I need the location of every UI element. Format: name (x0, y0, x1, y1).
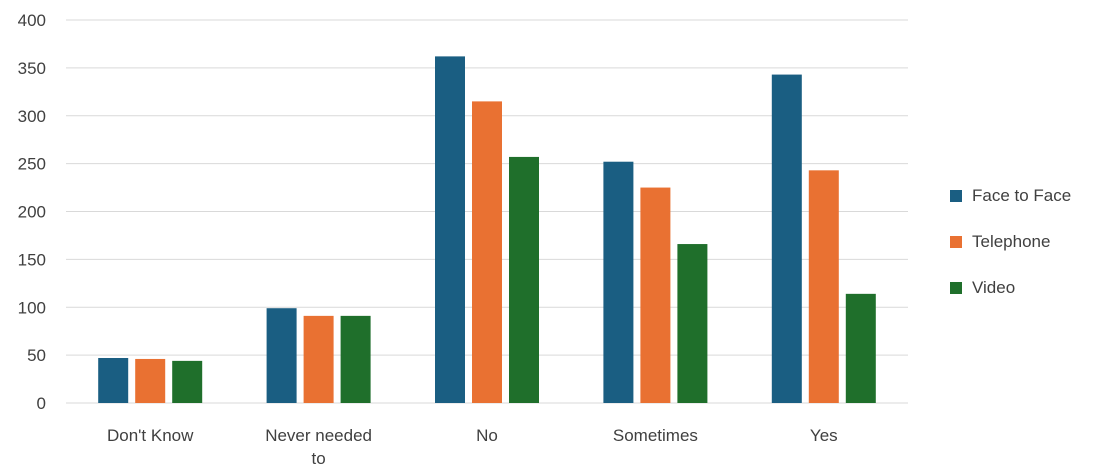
bar (340, 315, 371, 403)
legend-label: Telephone (972, 232, 1051, 251)
legend-label: Face to Face (972, 186, 1072, 205)
x-category-label: No (476, 426, 498, 445)
bar (472, 101, 502, 403)
x-axis-categories: Don't Know Never needed to No Sometimes Yes (107, 426, 838, 468)
legend-item: Face to Face (950, 184, 1071, 208)
y-tick-label: 200 (18, 203, 46, 222)
legend-item: Telephone (950, 230, 1071, 254)
y-tick-label: 300 (18, 107, 46, 126)
legend: Face to Face Telephone Video (950, 184, 1071, 322)
y-tick-label: 350 (18, 59, 46, 78)
y-tick-label: 250 (18, 155, 46, 174)
bar (172, 360, 203, 403)
x-category-label: Yes (810, 426, 838, 445)
bar (603, 161, 634, 403)
y-tick-label: 100 (18, 298, 46, 317)
legend-item: Video (950, 276, 1071, 300)
bar (845, 293, 876, 403)
x-category-label: Don't Know (107, 426, 194, 445)
legend-swatch (950, 236, 962, 248)
bar (98, 357, 129, 403)
y-axis-ticks: 0 50 100 150 200 250 300 350 400 (18, 11, 46, 413)
bars (98, 56, 876, 403)
bar (509, 156, 539, 403)
y-tick-label: 50 (27, 346, 46, 365)
legend-swatch (950, 282, 962, 294)
bar (266, 308, 297, 403)
bar (303, 315, 334, 403)
legend-swatch (950, 190, 962, 202)
bar (771, 74, 802, 403)
bar (135, 358, 166, 403)
bar (677, 244, 708, 403)
bar (640, 187, 671, 403)
y-tick-label: 150 (18, 250, 46, 269)
bar (435, 56, 465, 403)
y-tick-label: 400 (18, 11, 46, 30)
legend-label: Video (972, 278, 1016, 297)
y-tick-label: 0 (37, 394, 46, 413)
x-category-label: Sometimes (613, 426, 698, 445)
x-category-label: Never needed to (265, 426, 372, 468)
bar (808, 170, 839, 403)
